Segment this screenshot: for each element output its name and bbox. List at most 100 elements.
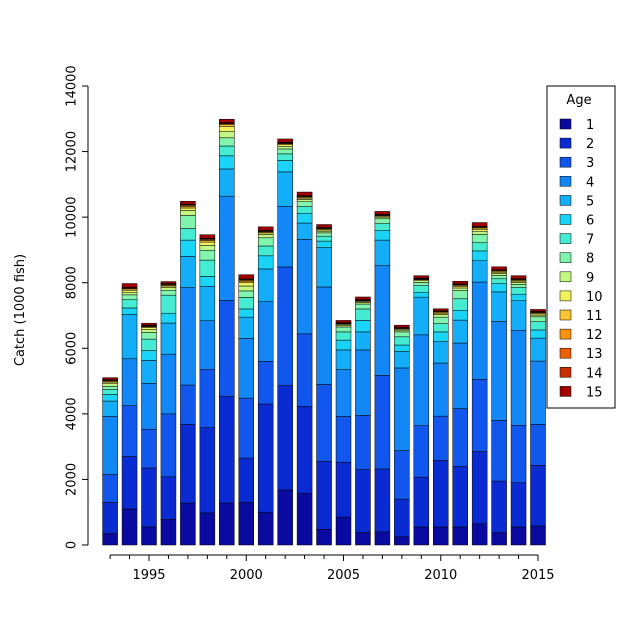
bar-segment-2010-age-15	[433, 308, 449, 311]
bar-segment-2001-age-5	[257, 268, 274, 302]
bar-segment-2000-age-5	[238, 316, 254, 339]
bar-segment-2004-age-15	[316, 224, 332, 228]
bar-segment-2000-age-8	[238, 290, 254, 298]
y-tick-label-14000: 14000	[65, 65, 80, 106]
legend-swatch-age-7	[559, 233, 572, 244]
bar-segment-2003-age-1	[296, 492, 313, 546]
legend-swatch-age-1	[559, 118, 572, 130]
bar-segment-1996-age-2	[160, 476, 177, 520]
bar-segment-1999-age-6	[219, 155, 235, 170]
bar-segment-2015-age-3	[530, 424, 546, 466]
bar-segment-2009-age-6	[413, 291, 430, 298]
legend-label-age-13: 13	[586, 347, 603, 362]
bar-segment-2010-age-6	[433, 331, 449, 342]
bar-segment-2005-age-8	[335, 326, 352, 333]
bar-segment-2000-age-3	[238, 397, 254, 459]
bar-segment-2005-age-9	[335, 325, 352, 328]
bar-segment-1999-age-9	[219, 130, 235, 139]
bar-segment-2007-age-6	[374, 230, 391, 241]
bar-segment-1993-age-15	[102, 377, 118, 380]
bar-segment-2009-age-8	[413, 282, 430, 286]
x-tick-label-2005: 2005	[327, 568, 360, 583]
bar-segment-2015-age-5	[530, 337, 546, 362]
bar-segment-2006-age-5	[355, 331, 371, 351]
bars-group	[102, 119, 546, 546]
bar-segment-2003-age-5	[296, 222, 313, 240]
bar-segment-1996-age-5	[160, 322, 177, 355]
bar-segment-1999-age-8	[219, 137, 235, 147]
bar-segment-2009-age-9	[413, 280, 430, 283]
bar-segment-2004-age-7	[316, 235, 332, 242]
legend-swatch-age-9	[559, 271, 572, 283]
legend-box	[546, 85, 616, 409]
legend-label-age-7: 7	[586, 233, 594, 248]
y-tick-label-8000: 8000	[65, 266, 80, 299]
bar-segment-1995-age-5	[141, 360, 157, 384]
bar-segment-2013-age-1	[491, 532, 507, 546]
bar-segment-1996-age-15	[160, 281, 177, 284]
bar-segment-2013-age-7	[491, 278, 507, 284]
bar-segment-2005-age-15	[335, 320, 352, 323]
bar-segment-2009-age-5	[413, 296, 430, 336]
bar-segment-1995-age-4	[141, 383, 157, 430]
bar-segment-2012-age-8	[471, 234, 488, 243]
bar-segment-2008-age-8	[394, 331, 410, 338]
x-tick-label-2000: 2000	[230, 568, 263, 583]
bar-segment-2001-age-15	[257, 226, 274, 231]
bar-segment-1998-age-10	[199, 241, 216, 246]
bar-segment-1994-age-5	[121, 314, 138, 360]
bar-segment-2013-age-3	[491, 420, 507, 482]
bar-segment-2007-age-3	[374, 375, 391, 470]
bar-segment-2011-age-1	[452, 526, 468, 546]
bar-segment-2011-age-7	[452, 298, 468, 311]
bar-segment-2012-age-3	[471, 379, 488, 452]
bar-segment-1998-age-3	[199, 369, 216, 428]
bar-segment-2015-age-6	[530, 329, 546, 339]
bar-segment-1993-age-8	[102, 386, 118, 390]
bar-segment-2010-age-8	[433, 316, 449, 324]
bar-segment-1998-age-1	[199, 512, 216, 546]
bar-segment-2004-age-3	[316, 384, 332, 462]
bar-segment-1993-age-9	[102, 383, 118, 387]
bar-segment-2014-age-1	[510, 526, 527, 546]
bar-segment-2013-age-15	[491, 266, 507, 271]
bar-segment-1998-age-15	[199, 234, 216, 239]
bar-segment-2002-age-6	[277, 160, 293, 173]
bar-segment-2005-age-6	[335, 339, 352, 351]
bar-segment-2013-age-9	[491, 273, 507, 276]
legend-label-age-2: 2	[586, 137, 594, 152]
bar-segment-2010-age-2	[433, 460, 449, 528]
bar-segment-1996-age-1	[160, 519, 177, 546]
bar-segment-1994-age-3	[121, 405, 138, 457]
bar-segment-2002-age-1	[277, 489, 293, 546]
bar-segment-2008-age-5	[394, 351, 410, 369]
bar-segment-2001-age-1	[257, 511, 274, 546]
bar-segment-1995-age-7	[141, 338, 157, 351]
bar-segment-2008-age-15	[394, 324, 410, 328]
bar-segment-1996-age-6	[160, 312, 177, 324]
bar-segment-2014-age-4	[510, 330, 527, 426]
bar-segment-2014-age-9	[510, 282, 527, 285]
legend-label-age-5: 5	[586, 194, 594, 209]
legend-swatch-age-6	[559, 214, 572, 225]
bar-segment-2002-age-2	[277, 385, 293, 491]
legend-swatch-age-3	[559, 156, 572, 168]
bar-segment-2008-age-6	[394, 344, 410, 352]
bar-segment-2000-age-11	[238, 280, 254, 283]
bar-segment-1994-age-2	[121, 456, 138, 510]
bar-segment-2014-age-8	[510, 284, 527, 288]
bar-segment-1997-age-9	[180, 210, 196, 216]
bar-segment-2000-age-7	[238, 297, 254, 310]
bar-segment-1993-age-1	[102, 533, 118, 546]
bar-segment-2004-age-4	[316, 286, 332, 385]
bar-segment-2007-age-4	[374, 265, 391, 376]
legend-label-age-10: 10	[586, 290, 603, 305]
bar-segment-2010-age-3	[433, 415, 449, 461]
y-tick-label-4000: 4000	[65, 397, 80, 430]
bar-segment-2012-age-9	[471, 230, 488, 235]
bar-segment-1998-age-7	[199, 259, 216, 277]
x-tick-label-1995: 1995	[132, 568, 165, 583]
bar-segment-2006-age-4	[355, 349, 371, 416]
legend-swatch-age-11	[559, 309, 572, 321]
